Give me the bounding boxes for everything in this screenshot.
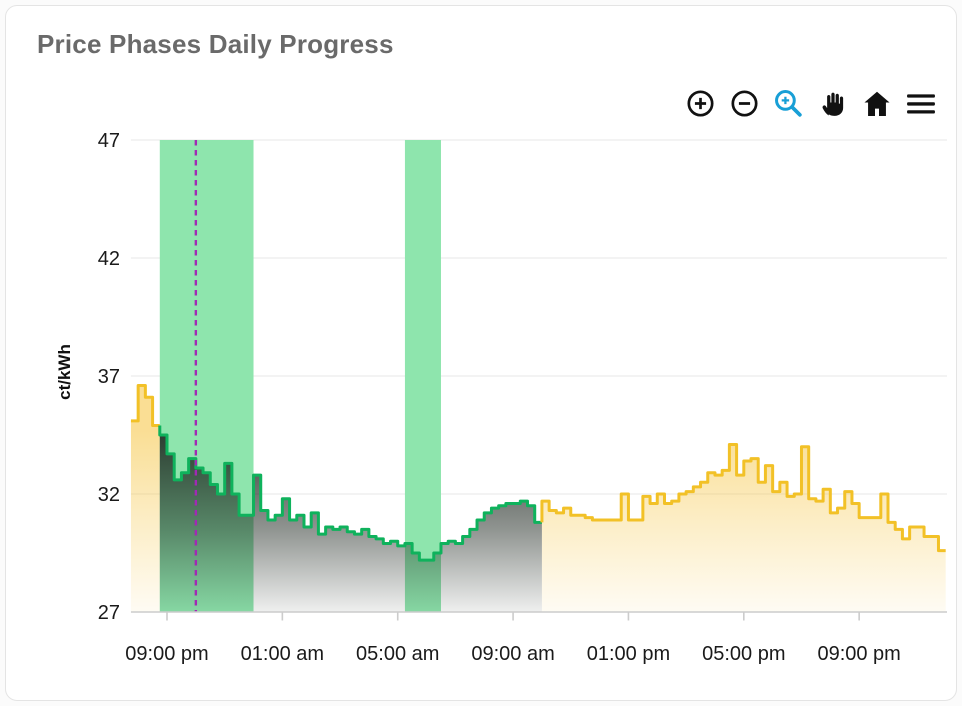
x-tick-label: 09:00 pm [125, 643, 208, 665]
pan-button[interactable] [816, 87, 849, 120]
box-zoom-button[interactable] [772, 87, 805, 120]
pan-icon [822, 92, 843, 116]
zoom-in-icon [687, 90, 714, 117]
menu-icon [906, 93, 935, 114]
home-icon [863, 91, 890, 116]
x-tick-label: 01:00 am [241, 643, 324, 665]
y-tick-label: 32 [98, 484, 120, 506]
zoom-out-button[interactable] [728, 87, 761, 120]
x-tick-label: 01:00 pm [587, 643, 670, 665]
x-tick-label: 09:00 am [471, 643, 554, 665]
x-tick-label: 09:00 pm [817, 643, 900, 665]
box-zoom-icon [775, 90, 802, 117]
y-tick-label: 27 [98, 602, 120, 624]
zoom-in-button[interactable] [684, 87, 717, 120]
y-tick-label: 47 [98, 130, 120, 152]
y-axis-title: ct/kWh [55, 344, 74, 400]
price-expensive-day-fill [541, 444, 946, 612]
cheap-phase-band [404, 140, 441, 612]
y-tick-label: 42 [98, 248, 120, 270]
y-tick-label: 37 [98, 366, 120, 388]
price-expensive-day-line [540, 442, 946, 553]
zoom-out-icon [731, 90, 758, 117]
price-expensive-evening-line [130, 383, 160, 428]
chart-toolbar [684, 87, 937, 120]
price-expensive-evening-fill [130, 385, 160, 612]
x-tick-label: 05:00 am [356, 643, 439, 665]
chart-card: 47 42 37 32 27 09:00 pm 01:00 am 05:00 am 09:00 … [5, 5, 957, 701]
price-cheap-night-line [158, 425, 542, 562]
price-cheap-night-fill [159, 425, 542, 612]
page-title: Price Phases Daily Progress [37, 29, 394, 59]
x-tick-label: 05:00 pm [702, 643, 785, 665]
menu-button[interactable] [904, 87, 937, 120]
home-button[interactable] [860, 87, 893, 120]
